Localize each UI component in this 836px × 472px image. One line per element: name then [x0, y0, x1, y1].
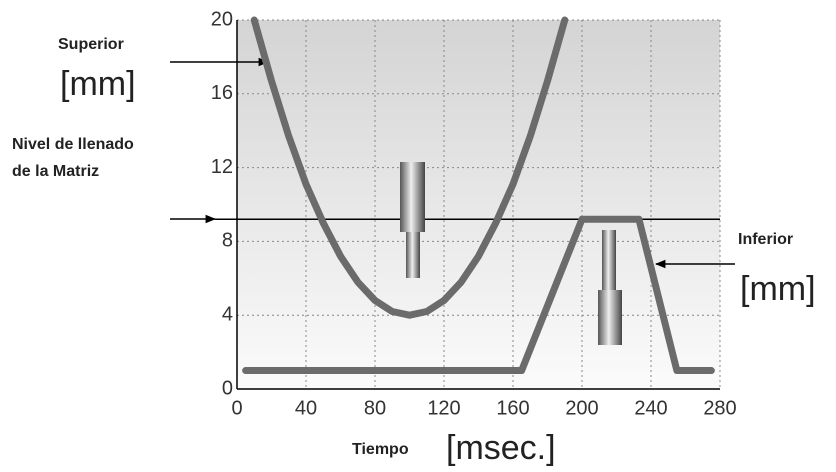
y-tick-label: 12: [211, 156, 233, 178]
series-label: Inferior: [738, 231, 793, 248]
x-tick-label: 160: [496, 397, 529, 419]
reference-label: de la Matriz: [12, 163, 99, 180]
x-tick-label: 280: [703, 397, 736, 419]
reference-label: Nivel de llenado: [12, 136, 134, 153]
series-label: Superior: [58, 36, 124, 53]
series-line: [250, 16, 569, 319]
lower-punch: [598, 290, 622, 345]
x-tick-label: 40: [295, 397, 317, 419]
x-tick-label: 200: [565, 397, 598, 419]
x-tick-label: 0: [231, 397, 242, 419]
upper-punch-tip: [406, 232, 420, 278]
punch-icons: [400, 162, 622, 345]
y-tick-label: 20: [211, 8, 233, 30]
y-tick-label: 8: [222, 230, 233, 252]
x-tick-label: 240: [634, 397, 667, 419]
lower-punch-tip: [602, 230, 616, 290]
y-tick-label: 0: [222, 377, 233, 399]
x-tick-label: 120: [427, 397, 460, 419]
y-tick-label: 16: [211, 82, 233, 104]
series-unit: [mm]: [740, 270, 816, 308]
y-tick-label: 4: [222, 303, 233, 325]
x-tick-label: 80: [364, 397, 386, 419]
series-unit: [mm]: [60, 65, 136, 103]
x-axis-unit: [msec.]: [446, 429, 556, 467]
series-line: [242, 215, 715, 375]
upper-punch: [400, 162, 425, 232]
plot-area: [237, 20, 720, 389]
x-axis-label: Tiempo: [352, 441, 409, 458]
